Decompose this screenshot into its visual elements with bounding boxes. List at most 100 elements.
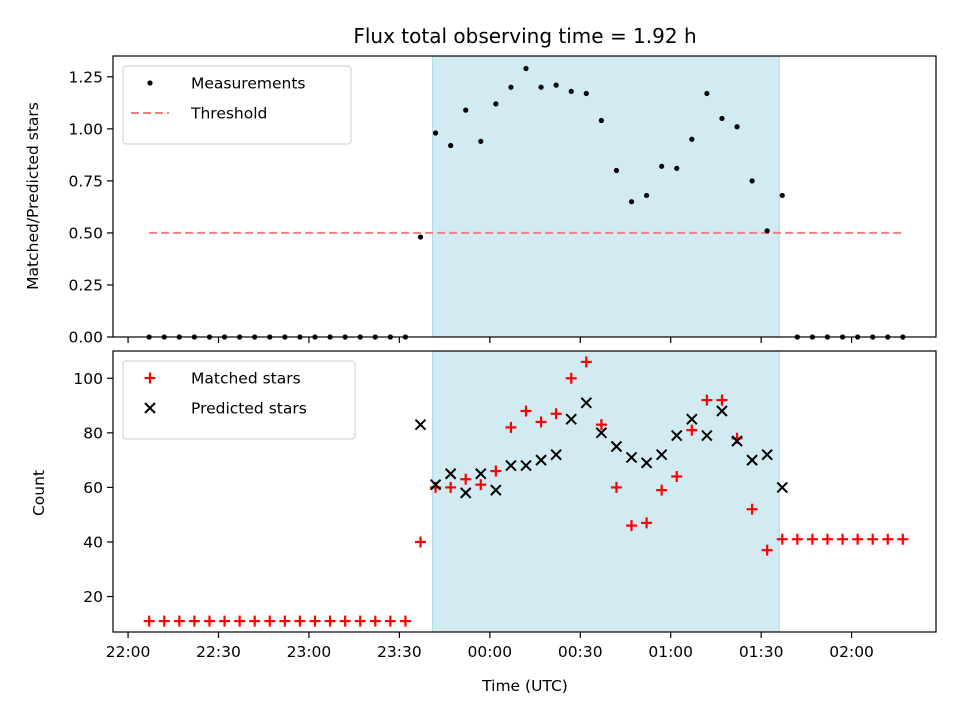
bottom-panel-series-1-point-21	[731, 435, 743, 447]
bottom-panel-series-1-point-2	[444, 468, 457, 480]
bottom-panel-series-1-point-16-b	[655, 448, 668, 461]
top-panel-series-0-point-23	[493, 101, 499, 107]
bottom-panel-legend-marker-1	[144, 402, 156, 414]
bottom-panel-series-0-point-12	[324, 615, 336, 627]
bottom-panel-series-1-point-14-b	[625, 451, 638, 464]
top-panel-series-0-point-29	[583, 90, 589, 97]
bottom-panel-frame	[112, 350, 937, 633]
bottom-panel-y-tick-label-2: 60	[83, 479, 103, 497]
bottom-panel-series-0-point-18	[414, 536, 426, 548]
plot-layer: 0.00 0.25 0.50 0.75 1.00 1.25 Measurements Thre…	[68, 55, 937, 661]
top-panel-legend: Measurements Threshold	[122, 65, 352, 145]
bottom-panel-series-0	[143, 356, 909, 627]
top-panel-series-0-point-42	[779, 192, 785, 199]
bottom-panel-series-1-point-2-b	[444, 468, 457, 480]
bottom-panel-series-1-point-9	[550, 448, 562, 461]
x-tick-label-4: 00:00	[467, 643, 512, 661]
bottom-panel-series-1-point-3	[460, 487, 472, 499]
bottom-panel-series-1-point-5-b	[490, 484, 502, 496]
bottom-panel-series-0-point-6	[234, 615, 246, 627]
top-panel: 0.00 0.25 0.50 0.75 1.00 1.25 Measurements Thre…	[68, 55, 937, 347]
top-panel-series-0-point-33	[643, 192, 650, 199]
bottom-panel-series-0-point-38	[716, 394, 728, 406]
bottom-panel-series-1-point-20	[716, 405, 728, 417]
top-panel-y-tick-label-0: 0.00	[68, 329, 103, 347]
bottom-panel-series-1-point-19-b	[701, 429, 713, 442]
bottom-panel-series-1-point-12-b	[595, 427, 608, 439]
x-tick-label-8: 02:00	[829, 643, 874, 661]
bottom-panel-series-0-point-14	[354, 615, 366, 627]
bottom-panel-series-1-point-7-b	[520, 459, 532, 472]
bottom-panel-series-1-point-21-b	[731, 435, 743, 447]
bottom-panel-series-0-point-44	[806, 533, 818, 545]
bottom-panel-series-1-point-22-b	[746, 454, 758, 466]
bottom-panel-series-1-point-16	[655, 448, 668, 461]
x-tick-label-1: 22:30	[196, 643, 241, 661]
bottom-panel-series-1-point-12	[595, 427, 608, 439]
top-panel-series-0-point-32	[628, 199, 635, 205]
bottom-panel-series-1-point-23-b	[761, 448, 773, 461]
top-panel-series-0-point-40	[749, 178, 755, 184]
bottom-panel-series-0-point-45	[821, 533, 833, 545]
bottom-panel-series-1-point-15-b	[640, 457, 653, 469]
top-panel-series-0-point-31	[613, 167, 620, 174]
bottom-panel-series-0-point-42	[776, 533, 788, 545]
bottom-panel-series-1-point-13	[610, 440, 623, 453]
top-panel-y-tick-label-1: 0.25	[68, 276, 103, 294]
bottom-panel-series-0-point-24	[505, 421, 517, 433]
x-tick-label-7: 01:30	[739, 643, 784, 661]
bottom-panel-series-0-point-37	[701, 394, 713, 406]
bottom-panel-series-0-point-28	[565, 372, 577, 384]
top-panel-series-0-point-21	[463, 107, 469, 113]
bottom-panel-series-0-point-43	[791, 533, 803, 545]
top-panel-series-0-point-25	[523, 65, 529, 72]
top-panel-series-0-point-30	[598, 117, 604, 124]
bottom-panel-series-0-point-30	[595, 419, 607, 431]
bottom-panel-series-0-point-46	[837, 533, 849, 545]
bottom-panel-y-tick-label-4: 100	[73, 370, 103, 388]
top-panel-y-tick-label-5: 1.25	[68, 68, 103, 86]
bottom-panel-series-0-point-20	[445, 481, 457, 493]
bottom-panel-series-1-point-1	[429, 478, 442, 491]
bottom-panel-series-0-point-22	[475, 479, 487, 491]
top-panel-y-tick-label-4: 1.00	[68, 120, 103, 138]
bottom-panel-series-0-point-35	[671, 470, 683, 482]
bottom-panel-series-1-point-20-b	[716, 405, 728, 417]
bottom-panel-series-1-point-7	[520, 459, 532, 472]
bottom-panel-series-0-point-3	[188, 615, 200, 627]
bottom-panel-series-1-point-19	[701, 429, 713, 442]
top-panel-legend-marker-0	[147, 80, 153, 86]
bottom-panel-series-0-point-4	[203, 615, 215, 627]
top-panel-series-0-point-26	[538, 84, 544, 90]
bottom-panel-series-1-point-8	[535, 454, 547, 466]
bottom-panel-series-1-point-17-b	[671, 429, 683, 442]
bottom-panel-series-1-point-0	[414, 418, 427, 431]
bottom-panel-legend-label-0: Matched stars	[191, 370, 301, 388]
bottom-panel-observing-window	[432, 350, 780, 633]
top-panel-y-tick-label-2: 0.50	[68, 224, 103, 242]
bottom-panel-legend-marker-0	[144, 372, 156, 384]
bottom-panel-y-tick-label-0: 20	[83, 588, 103, 606]
bottom-panel-series-1-point-5	[490, 484, 502, 496]
top-panel-frame	[112, 55, 937, 338]
top-panel-series-0-point-22	[478, 138, 484, 144]
bottom-panel-series-0-point-8	[264, 615, 276, 627]
x-tick-label-5: 00:30	[558, 643, 603, 661]
chart-title: Flux total observing time = 1.92 h	[353, 24, 696, 48]
bottom-panel-series-1-point-23	[761, 448, 773, 461]
top-panel-series-0-point-34	[659, 163, 665, 169]
bottom-panel-series-1-point-0-b	[414, 418, 427, 431]
bottom-panel-legend-box	[122, 360, 356, 440]
top-panel-legend-label-0: Measurements	[191, 75, 306, 93]
bottom-panel-series-0-point-23	[490, 465, 502, 477]
bottom-panel-series-0-point-50	[897, 533, 909, 545]
bottom-y-axis-label: Count	[30, 470, 48, 516]
top-panel-series-0-point-19	[432, 130, 439, 136]
bottom-panel-series-0-point-29	[580, 356, 592, 368]
bottom-panel-series-1-point-8-b	[535, 454, 547, 466]
top-panel-series-0-point-41	[764, 228, 770, 234]
top-panel-legend-box	[122, 65, 352, 145]
bottom-panel-series-0-point-32	[626, 520, 638, 532]
top-panel-observing-window	[432, 55, 780, 338]
top-panel-series-0-point-24	[508, 84, 514, 90]
